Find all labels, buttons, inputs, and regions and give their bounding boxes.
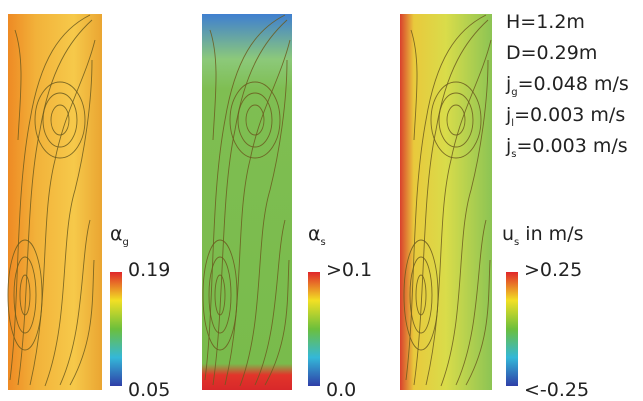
symbol: u [502,223,514,245]
parameter: D=0.29m [506,42,597,64]
symbol-label: αg [110,223,129,248]
symbol: α [308,223,321,245]
contour-field [8,14,102,390]
contour-field [400,14,492,390]
symbol-label: αs [308,223,326,248]
colorbar [506,272,518,386]
colorbar-max-label: >0.1 [326,259,372,281]
unit: in m/s [519,223,583,245]
symbol-label: jl=0.003 m/s [505,104,625,129]
panel-alpha-g [8,14,102,390]
parameter: H=1.2m [506,11,585,33]
parameter-value: =0.003 m/s [517,135,628,157]
colorbar [110,272,122,386]
symbol: α [110,223,123,245]
parameter-value: =0.048 m/s [518,73,629,95]
symbol-label: js=0.003 m/s [505,135,628,160]
panel-us [400,14,492,390]
symbol-label: us in m/s [502,223,583,248]
colorbar-min-label: 0.0 [326,379,356,401]
symbol-label: jg=0.048 m/s [505,73,629,98]
parameter-value: =0.003 m/s [514,104,625,126]
figure: αg0.190.05αs>0.10.0us in m/s>0.25<-0.25H… [0,0,643,401]
subscript: g [123,237,129,248]
colorbar-min-label: <-0.25 [524,379,589,401]
subscript: s [321,237,326,248]
colorbar-max-label: >0.25 [524,259,582,281]
panel-alpha-s [202,14,292,390]
colorbar-max-label: 0.19 [128,259,170,281]
colorbar-min-label: 0.05 [128,379,170,401]
colorbar [308,272,320,386]
